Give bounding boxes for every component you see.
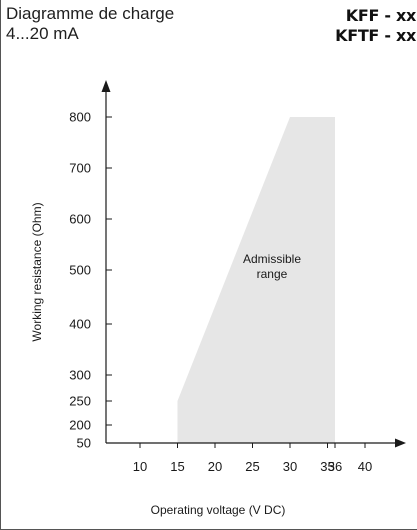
region-layer — [177, 117, 335, 443]
y-axis-arrow-icon — [101, 80, 111, 92]
y-tick-label: 600 — [69, 212, 91, 227]
y-tick-label: 200 — [69, 418, 91, 433]
x-tick-label: 10 — [133, 459, 147, 474]
x-tick-label: 25 — [245, 459, 259, 474]
y-tick-label: 800 — [69, 110, 91, 125]
region-label-line: range — [257, 267, 288, 281]
region-label-line: Admissible — [243, 252, 301, 266]
y-tick-label: 700 — [69, 161, 91, 176]
x-axis-arrow-icon — [395, 438, 406, 448]
y-tick-label: 500 — [69, 263, 91, 278]
x-tick-label: 15 — [170, 459, 184, 474]
chart-title: Diagramme de charge — [6, 4, 175, 23]
x-tick-label: 36 — [328, 459, 342, 474]
x-tick-label: 20 — [208, 459, 222, 474]
admissible-range-area — [177, 117, 335, 443]
model-label-kff: KFF - xx — [345, 6, 417, 25]
x-tick-label: 35 — [320, 459, 334, 474]
x-axis-label: Operating voltage (V DC) — [151, 503, 286, 517]
y-axis-label: Working resistance (Ohm) — [30, 202, 44, 341]
model-list: KFF - xx KFTF - xx — [335, 6, 416, 46]
axes-layer — [101, 80, 406, 448]
y-tick-label: 50 — [77, 436, 91, 451]
y-tick-label: 400 — [69, 317, 91, 332]
title-block: Diagramme de charge 4...20 mA — [6, 4, 174, 44]
model-label-kftf: KFTF - xx — [335, 26, 416, 45]
x-tick-label: 30 — [283, 459, 297, 474]
chart-subtitle: 4...20 mA — [6, 24, 79, 43]
region-label: Admissible range — [243, 252, 301, 281]
x-tick-label: 40 — [358, 459, 372, 474]
y-tick-label: 250 — [69, 394, 91, 409]
y-tick-label: 300 — [69, 368, 91, 383]
